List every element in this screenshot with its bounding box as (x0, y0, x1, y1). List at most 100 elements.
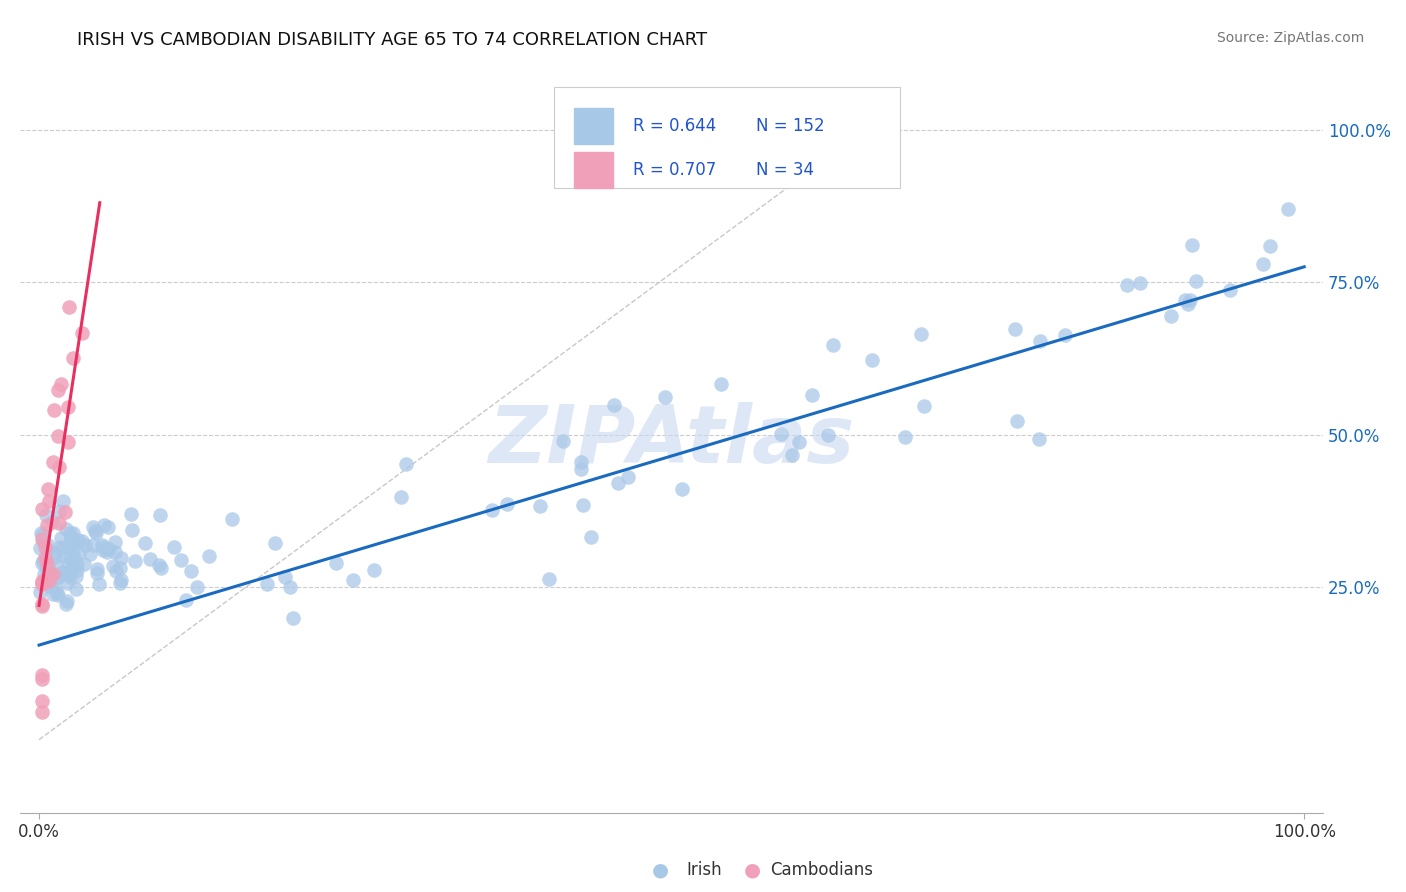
Point (671, 482, 693, 496)
Point (55, 523, 77, 537)
Point (571, 499, 593, 513)
Point (31, 597, 53, 611)
Point (551, 434, 574, 448)
Point (148, 558, 170, 573)
Point (1258, 239, 1281, 253)
Point (31, 574, 53, 589)
Point (62, 545, 84, 559)
Point (56, 400, 79, 414)
Point (58, 557, 80, 571)
Point (86, 566, 108, 580)
Point (529, 499, 551, 513)
Point (1277, 202, 1299, 216)
Point (45, 558, 67, 572)
Point (48, 504, 70, 518)
Point (46, 588, 69, 602)
Point (49, 531, 72, 545)
Point (38, 566, 60, 581)
Point (56, 434, 79, 449)
Point (1181, 237, 1204, 252)
Point (1028, 334, 1050, 348)
Point (90, 537, 112, 551)
Point (31, 599, 53, 613)
Point (98, 542, 121, 557)
Point (654, 390, 676, 404)
Point (35, 508, 58, 522)
Point (34, 573, 56, 587)
Point (34, 540, 56, 554)
Point (60, 560, 83, 574)
Text: N = 34: N = 34 (756, 161, 814, 179)
Point (70, 326, 93, 340)
Point (104, 564, 127, 578)
Bar (574, 152, 613, 188)
Point (1185, 274, 1208, 288)
Point (1219, 283, 1241, 297)
Point (35, 572, 58, 586)
Point (538, 572, 561, 586)
Point (149, 508, 172, 522)
Point (48, 460, 70, 475)
Point (101, 559, 124, 574)
Point (31, 693, 53, 707)
Point (30, 541, 52, 555)
Point (51, 541, 73, 555)
Point (59, 536, 82, 550)
Point (75, 538, 97, 552)
Point (120, 507, 142, 521)
Point (65, 557, 87, 571)
Point (79, 548, 101, 562)
Point (170, 553, 193, 567)
Point (31, 533, 53, 548)
Point (65, 582, 87, 597)
Point (67, 546, 90, 560)
Point (58, 566, 80, 581)
Point (84, 526, 107, 541)
Point (63, 536, 86, 550)
Point (1180, 293, 1202, 307)
Point (894, 430, 917, 444)
Point (801, 387, 824, 401)
Point (280, 580, 302, 594)
Point (67, 533, 90, 548)
Point (53, 504, 76, 518)
Point (912, 399, 935, 413)
Point (606, 476, 628, 491)
Point (787, 435, 810, 450)
Point (46, 570, 69, 584)
Point (710, 377, 733, 392)
Point (31, 668, 53, 682)
Point (49, 377, 72, 392)
Point (46, 429, 69, 443)
Point (55, 597, 77, 611)
Point (52, 494, 75, 508)
Point (60, 533, 83, 547)
Point (46, 383, 69, 397)
Point (1177, 297, 1199, 311)
Bar (574, 108, 613, 145)
Point (38, 562, 60, 576)
Text: Irish: Irish (686, 861, 721, 879)
Point (59, 531, 82, 545)
Point (108, 575, 131, 590)
Point (58, 541, 80, 555)
Point (769, 427, 792, 442)
Point (197, 549, 219, 564)
Point (134, 536, 156, 550)
Text: Source: ZipAtlas.com: Source: ZipAtlas.com (1216, 31, 1364, 45)
Point (138, 552, 160, 566)
Point (860, 353, 883, 368)
Point (31, 557, 53, 571)
Point (51, 566, 73, 580)
Point (1005, 414, 1028, 428)
Point (31, 502, 53, 516)
Point (581, 530, 603, 544)
Point (82, 520, 104, 534)
Point (221, 512, 243, 526)
Point (496, 497, 519, 511)
Point (149, 561, 172, 575)
Point (780, 448, 803, 462)
Point (264, 536, 287, 550)
Point (37, 557, 59, 571)
Point (256, 576, 278, 591)
